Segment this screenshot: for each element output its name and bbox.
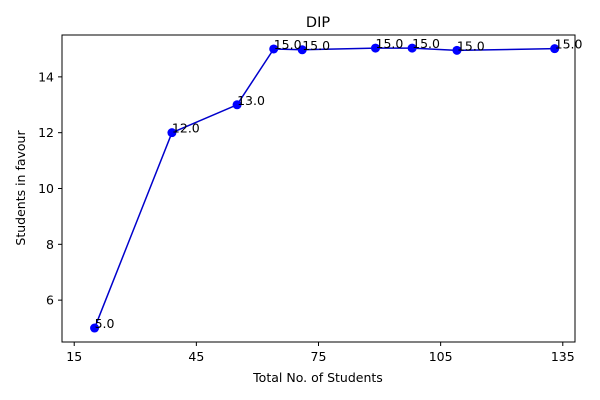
x-tick-label: 135 <box>551 349 575 364</box>
plot-area <box>61 34 576 343</box>
y-axis-label: Students in favour <box>13 130 28 246</box>
data-label: 5.0 <box>95 316 115 331</box>
x-tick-label: 75 <box>311 349 327 364</box>
x-tick-label: 45 <box>188 349 204 364</box>
data-point <box>407 43 417 53</box>
data-label: 15.0 <box>555 37 583 52</box>
series-line <box>93 47 555 329</box>
data-labels: 5.012.013.015.0 15.0 15.0 15.0 15.0 15.0 <box>95 36 583 331</box>
y-tick-label: 10 <box>38 181 54 196</box>
data-label: 15.0 <box>302 38 330 53</box>
y-tick-label: 12 <box>38 125 54 140</box>
data-label: 15.0 <box>412 36 440 51</box>
data-point <box>167 128 177 138</box>
data-label: 15.0 <box>274 37 302 52</box>
data-point <box>269 44 279 54</box>
data-point <box>371 43 380 53</box>
x-tick-label: 105 <box>429 349 453 364</box>
x-axis-label: Total No. of Students <box>252 370 383 385</box>
data-point <box>297 45 307 55</box>
chart-title: DIP <box>306 15 330 31</box>
y-tick-label: 14 <box>38 69 54 84</box>
y-tick-label: 8 <box>46 237 54 252</box>
data-points <box>90 43 560 333</box>
y-tick-label: 6 <box>46 293 54 308</box>
data-label: 15.0 <box>457 38 485 53</box>
x-tick-label: 15 <box>66 349 82 364</box>
data-label: 15.0 <box>376 36 404 51</box>
data-point <box>452 45 462 55</box>
data-point <box>232 100 242 110</box>
data-point <box>90 323 100 333</box>
x-axis: 15 45 75 105 135 <box>66 342 575 364</box>
data-point <box>550 44 560 54</box>
data-label: 13.0 <box>237 93 265 108</box>
y-axis: 6 8 10 12 14 <box>38 69 62 308</box>
data-label: 12.0 <box>172 121 200 136</box>
